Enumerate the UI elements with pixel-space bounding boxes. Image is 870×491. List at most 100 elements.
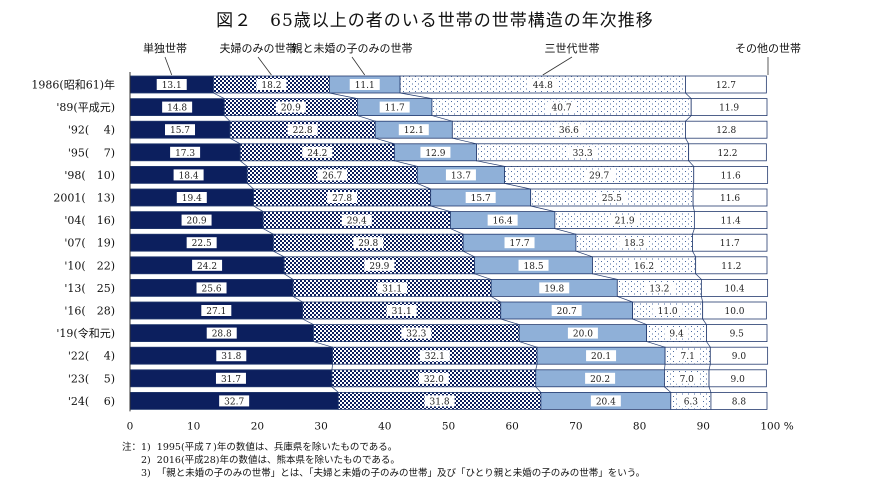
data-label: 13.7 [451, 171, 471, 181]
connector-line [224, 115, 231, 122]
data-label: 11.6 [720, 194, 740, 204]
category-label: '16( 28) [64, 305, 115, 318]
connector-line [283, 273, 294, 280]
bar-segment [692, 188, 768, 207]
data-label: 25.5 [602, 194, 622, 204]
data-label-box [256, 79, 287, 90]
connector-line [329, 92, 358, 99]
data-label-box [629, 259, 660, 271]
bar-segment [685, 75, 767, 94]
category-label: '24( 6) [68, 395, 115, 408]
data-label: 18.2 [261, 81, 281, 91]
data-label: 31.7 [221, 375, 241, 385]
connector-line [400, 92, 432, 99]
data-label: 15.7 [471, 194, 491, 204]
category-label: '92( 4) [68, 124, 115, 137]
data-label-box [219, 395, 250, 407]
data-label-box [584, 169, 615, 181]
data-label: 22.8 [293, 126, 313, 136]
data-label: 10.0 [724, 307, 744, 317]
data-label-box [287, 124, 318, 136]
data-label: 18.3 [624, 239, 644, 249]
data-label: 9.4 [669, 330, 684, 340]
chart-title: 図２ 65歳以上の者のいる世帯の世帯構造の年次推移 [216, 11, 654, 31]
data-label-box [156, 79, 187, 90]
connector-line [592, 273, 618, 280]
connector-line [357, 115, 376, 122]
data-label-box [674, 372, 699, 384]
data-label: 6.3 [684, 397, 699, 407]
data-label: 12.2 [717, 149, 737, 159]
data-label-box [567, 146, 598, 158]
data-label: 18.4 [179, 171, 199, 181]
connector-line [375, 137, 395, 145]
data-label: 11.7 [385, 104, 405, 114]
connector-line [262, 228, 274, 235]
bar-segment [702, 301, 767, 320]
data-label: 32.0 [424, 375, 444, 385]
legend-leader-line [351, 56, 366, 76]
connector-line [530, 205, 555, 212]
data-label: 11.9 [719, 104, 739, 114]
connector-line [246, 183, 254, 190]
data-label-box [181, 214, 212, 226]
bar-segment [700, 278, 769, 297]
data-label-box [215, 372, 246, 384]
data-label-box [609, 214, 640, 226]
data-label-box [678, 395, 703, 407]
data-label-box [539, 282, 570, 294]
connector-line [239, 160, 248, 167]
data-label: 24.2 [307, 149, 327, 159]
data-label-box [596, 192, 627, 203]
bar-segment [693, 165, 769, 184]
connector-line [431, 115, 453, 122]
data-label-box [419, 350, 450, 362]
data-label-box [504, 237, 535, 249]
x-tick-label: 100 % [760, 420, 793, 432]
footnotes: 注：1) 1995(平成７)年の数値は、兵庫県を除いたものである。 2) 201… [122, 441, 645, 480]
data-label: 20.9 [281, 104, 301, 114]
data-label-box [518, 259, 549, 271]
data-label: 19.8 [544, 284, 564, 294]
legend-label: 親と未婚の子のみの世帯 [292, 41, 413, 55]
data-label: 26.7 [322, 171, 342, 181]
x-tick-label: 90 [697, 420, 710, 432]
data-label: 20.1 [591, 352, 611, 362]
footnote: 注：1) 1995(平成７)年の数値は、兵庫県を除いたものである。 [122, 442, 398, 453]
data-label: 13.1 [162, 81, 182, 91]
x-tick-label: 50 [442, 420, 455, 432]
connector-line [450, 228, 464, 235]
connector-line [462, 250, 475, 258]
connector-line [617, 296, 633, 303]
data-label-box [173, 169, 204, 181]
data-label-box [186, 237, 217, 249]
data-label: 12.1 [404, 126, 424, 136]
data-label: 29.8 [358, 239, 378, 249]
bar-segment [710, 391, 768, 410]
connector-line [692, 251, 696, 257]
data-label: 9.0 [732, 352, 747, 362]
data-label-box [675, 350, 700, 362]
data-label-box [527, 79, 558, 90]
connector-line [695, 273, 702, 280]
data-label: 7.1 [681, 352, 695, 362]
connector-line [685, 92, 692, 99]
legend-label: その他の世帯 [735, 42, 801, 55]
data-label: 19.4 [182, 194, 202, 204]
data-label-box [487, 214, 518, 226]
x-tick-label: 0 [127, 420, 134, 432]
data-label: 20.0 [573, 330, 593, 340]
data-label: 9.0 [731, 375, 746, 385]
data-label: 18.5 [524, 262, 544, 272]
data-label: 14.8 [167, 104, 187, 114]
category-label: '23( 5) [68, 372, 115, 385]
data-label-box [465, 192, 496, 203]
connector-line [708, 386, 712, 393]
data-label: 20.4 [596, 397, 616, 407]
bar-segment [706, 324, 768, 343]
data-label: 31.1 [382, 284, 402, 294]
connector-line [535, 386, 542, 393]
connector-line [688, 160, 695, 167]
data-label: 29.7 [589, 171, 609, 181]
